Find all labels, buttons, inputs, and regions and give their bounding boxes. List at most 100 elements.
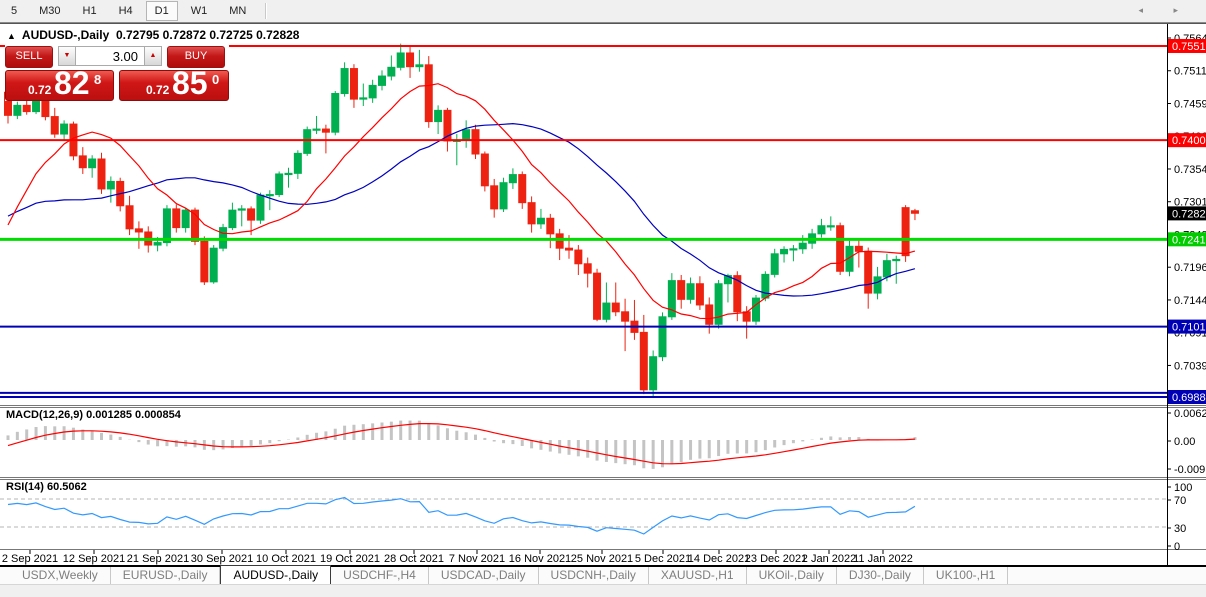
volume-increase-button[interactable]: ▲ [144, 46, 162, 66]
timeframe-button-w1[interactable]: W1 [190, 5, 208, 17]
sell-button[interactable]: SELL [5, 46, 53, 68]
macd-axis-label: 0.006201 [1174, 408, 1206, 420]
chart-title: ▲ AUDUSD-,Daily 0.72795 0.72872 0.72725 0… [7, 28, 299, 42]
candle-body [22, 104, 31, 113]
timeframe-button-5[interactable]: 5 [11, 5, 18, 17]
date-tick-label: 2 Sep 2021 [2, 553, 58, 565]
candle-body [892, 258, 901, 262]
candle-body [396, 52, 405, 68]
macd-panel: 0.006201 0.00 -0.00919 [6, 408, 1206, 476]
candle-body [424, 64, 433, 123]
date-tick-label: 10 Oct 2021 [256, 553, 316, 565]
buy-price-box[interactable]: 0.72 85 0 [119, 70, 229, 101]
candle-body [13, 104, 22, 116]
chart-tab-dj30-daily[interactable]: DJ30-,Daily [837, 567, 924, 584]
date-tick-label: 19 Oct 2021 [320, 553, 380, 565]
price-line-label: 0.71013 [1172, 322, 1206, 334]
candle-body [705, 304, 714, 325]
candle-body [546, 217, 555, 235]
date-tick-label: 2 Jan 2022 [802, 553, 856, 565]
candle-body [434, 109, 443, 123]
timeframe-button-m30[interactable]: M30 [39, 5, 61, 17]
buy-button[interactable]: BUY [167, 46, 225, 68]
candle-body [686, 283, 695, 300]
date-tick-label: 12 Sep 2021 [63, 553, 125, 565]
candle-body [312, 128, 321, 131]
chart-tab-usdcnh-daily[interactable]: USDCNH-,Daily [539, 567, 649, 584]
candle-body [256, 194, 265, 221]
candle-body [677, 280, 686, 300]
chart-tab-eurusd-daily[interactable]: EURUSD-,Daily [111, 567, 221, 584]
candle-body [518, 174, 527, 204]
buy-price-sup: 0 [212, 72, 220, 87]
macd-axis-label: -0.00919 [1174, 464, 1206, 476]
date-axis[interactable]: 2 Sep 2021 12 Sep 2021 21 Sep 2021 30 Sep 2… [2, 550, 913, 565]
price-line-label-box [1168, 206, 1206, 221]
volume-decrease-button[interactable]: ▼ [58, 46, 76, 66]
date-tick-label: 30 Sep 2021 [191, 553, 253, 565]
timeframe-button-h1[interactable]: H1 [82, 5, 97, 17]
trade-controls-row: SELL ▼ 3.00 ▲ BUY [5, 46, 229, 68]
date-tick-label: 23 Dec 2021 [745, 553, 807, 565]
candle-body [602, 302, 611, 320]
candle-body [527, 202, 536, 225]
chart-tab-usdx-weekly[interactable]: USDX,Weekly [10, 567, 111, 584]
candle-body [134, 228, 143, 233]
status-strip [0, 584, 1206, 597]
chart-frame-lines [0, 24, 1206, 566]
candle-body [490, 185, 499, 210]
timeframe-button-h4[interactable]: H4 [118, 5, 133, 17]
date-tick-label: 14 Dec 2021 [688, 553, 750, 565]
buy-price-prefix: 0.72 [146, 83, 170, 97]
chart-tab-usdchf-h4[interactable]: USDCHF-,H4 [331, 567, 429, 584]
tab-scroll-arrows[interactable]: ◂ ▸ [1138, 5, 1192, 15]
timeframe-button-mn[interactable]: MN [229, 5, 247, 17]
timeframe-button-d1[interactable]: D1 [145, 1, 178, 21]
candle-body [471, 129, 480, 155]
candle-body [770, 253, 779, 275]
candle-body [733, 275, 742, 313]
price-line-label: 0.69884 [1172, 392, 1206, 404]
candle-body [106, 180, 115, 190]
buy-price-big: 85 [172, 70, 208, 101]
chart-tab-usdcad-daily[interactable]: USDCAD-,Daily [429, 567, 539, 584]
rsi-axis-label: 70 [1174, 495, 1186, 507]
ma-fast-line [7, 83, 916, 320]
candle-body [153, 242, 162, 246]
candle-body [826, 225, 835, 228]
ohlc-values: 0.72795 0.72872 0.72725 0.72828 [115, 28, 300, 42]
date-tick-label: 25 Nov 2021 [571, 553, 633, 565]
candle-body [593, 272, 602, 320]
candle-body [303, 129, 312, 154]
price-line-label-box [1168, 390, 1206, 404]
rsi-line [7, 496, 916, 535]
sell-price-box[interactable]: 0.72 82 8 [5, 70, 114, 101]
symbol-title: AUDUSD-,Daily [21, 28, 110, 42]
one-click-collapse-icon[interactable]: ▲ [7, 31, 16, 41]
price-line-label-box [1168, 38, 1206, 53]
candle-body [237, 208, 246, 211]
chart-tab-ukoil-daily[interactable]: UKOil-,Daily [747, 567, 837, 584]
date-tick-label: 16 Nov 2021 [509, 553, 571, 565]
candle-body [882, 260, 891, 278]
price-axis[interactable]: 0.756400.751150.745900.740650.735400.730… [1167, 33, 1206, 405]
candle-body [583, 263, 592, 274]
candle-body [480, 153, 489, 187]
price-line-label: 0.74002 [1172, 135, 1206, 147]
rsi-axis-label: 30 [1174, 523, 1186, 535]
price-line-label-box [1168, 232, 1206, 247]
moving-averages-layer [7, 83, 916, 320]
chart-tab-audusd-daily[interactable]: AUDUSD-,Daily [220, 565, 332, 584]
volume-input[interactable]: 3.00 [76, 46, 144, 66]
candle-body [88, 158, 97, 169]
chart-tab-uk100-h1[interactable]: UK100-,H1 [924, 567, 1009, 584]
candle-body [574, 249, 583, 265]
rsi-axis-label: 100 [1174, 482, 1192, 494]
candle-body [191, 209, 199, 242]
candle-body [667, 280, 676, 318]
chart-tab-xauusd-h1[interactable]: XAUUSD-,H1 [649, 567, 747, 584]
candle-body [340, 68, 349, 95]
